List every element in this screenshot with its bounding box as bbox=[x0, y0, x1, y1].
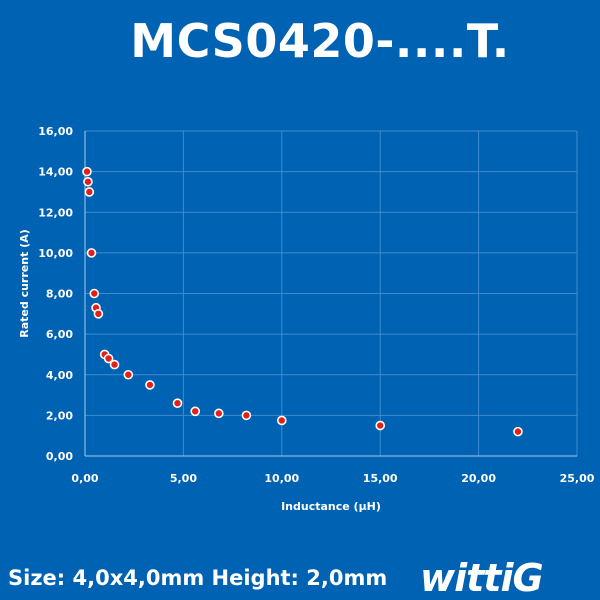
data-point bbox=[276, 415, 287, 426]
data-point bbox=[83, 176, 93, 187]
data-point bbox=[375, 420, 386, 431]
data-point bbox=[84, 187, 95, 197]
data-point bbox=[103, 353, 114, 364]
y-tick-label: 4,00 bbox=[46, 369, 73, 382]
x-tick-label: 20,00 bbox=[461, 472, 496, 485]
data-point bbox=[241, 410, 252, 421]
y-tick-label: 2,00 bbox=[46, 409, 73, 422]
x-tick-label: 10,00 bbox=[264, 472, 299, 485]
y-axis-title: Rated current (A) bbox=[18, 229, 31, 337]
y-tick-label: 16,00 bbox=[38, 125, 73, 138]
x-axis-title: Inductance (µH) bbox=[281, 500, 381, 513]
data-point bbox=[93, 309, 104, 319]
data-point bbox=[109, 359, 120, 370]
data-point bbox=[214, 408, 224, 419]
x-tick-label: 0,00 bbox=[71, 472, 98, 485]
x-tick-label: 5,00 bbox=[170, 472, 197, 485]
data-point bbox=[145, 380, 155, 390]
y-tick-label: 14,00 bbox=[38, 166, 73, 179]
chart-title: MCS0420-....T. bbox=[130, 14, 510, 68]
size-caption: Size: 4,0x4,0mm Height: 2,0mm bbox=[8, 566, 388, 590]
data-point bbox=[190, 406, 201, 417]
data-point bbox=[89, 288, 100, 299]
x-tick-label: 15,00 bbox=[363, 472, 398, 485]
y-tick-label: 12,00 bbox=[38, 206, 73, 219]
data-point bbox=[123, 369, 134, 380]
data-point bbox=[513, 426, 523, 437]
data-point bbox=[86, 248, 97, 258]
x-tick-label: 25,00 bbox=[560, 472, 595, 485]
y-tick-label: 8,00 bbox=[46, 288, 73, 301]
y-tick-label: 10,00 bbox=[38, 247, 73, 260]
brand-logo: wittiG bbox=[420, 556, 544, 600]
y-tick-label: 0,00 bbox=[46, 450, 73, 463]
data-point bbox=[82, 166, 92, 177]
data-point bbox=[172, 398, 183, 408]
y-tick-label: 6,00 bbox=[46, 328, 73, 341]
